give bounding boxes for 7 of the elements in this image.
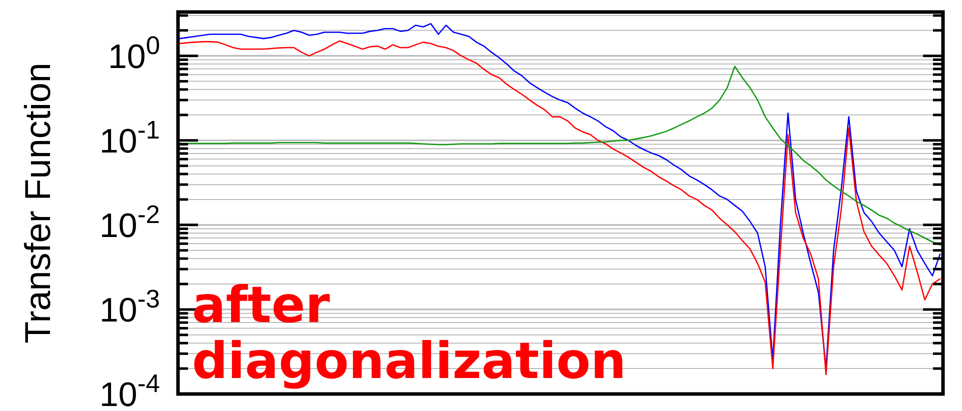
y-tick-label: 10$^{-4}$ [99,370,160,411]
y-tick-label: 10$^{0}$ [108,32,160,76]
y-tick-label: 10$^{-2}$ [99,200,160,245]
y-tick-label: 10$^{-3}$ [99,285,160,330]
annotation: after diagonalization [192,276,626,390]
y-axis-title: Transfer Function [17,62,58,344]
y-tick-label: 10$^{-1}$ [99,116,160,160]
